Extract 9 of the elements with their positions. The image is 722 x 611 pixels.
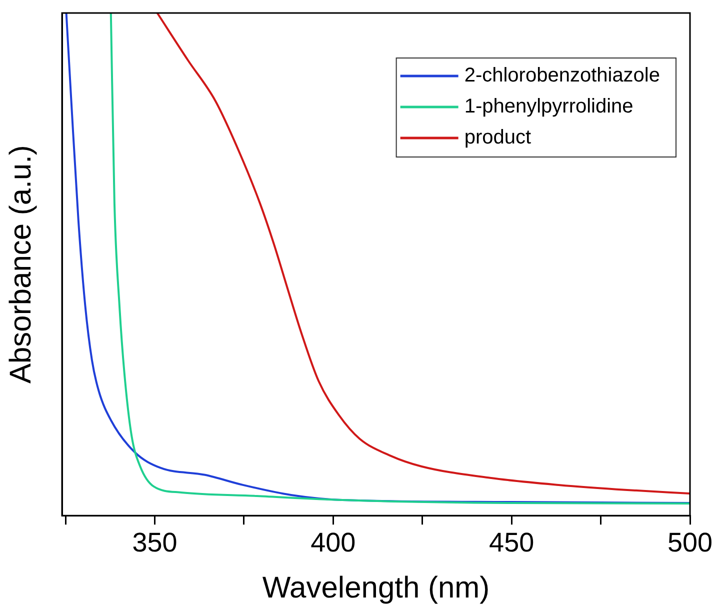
x-tick-label: 450 [489, 527, 534, 558]
x-axis-title: Wavelength (nm) [262, 571, 490, 604]
legend-label: 1-phenylpyrrolidine [464, 96, 634, 118]
y-axis-title: Absorbance (a.u.) [4, 145, 38, 384]
legend-label: 2-chlorobenzothiazole [464, 64, 660, 87]
x-tick-label: 350 [132, 527, 178, 558]
x-tick-label: 500 [667, 527, 713, 558]
x-tick-label: 400 [310, 527, 356, 558]
legend-label: product [464, 126, 532, 149]
